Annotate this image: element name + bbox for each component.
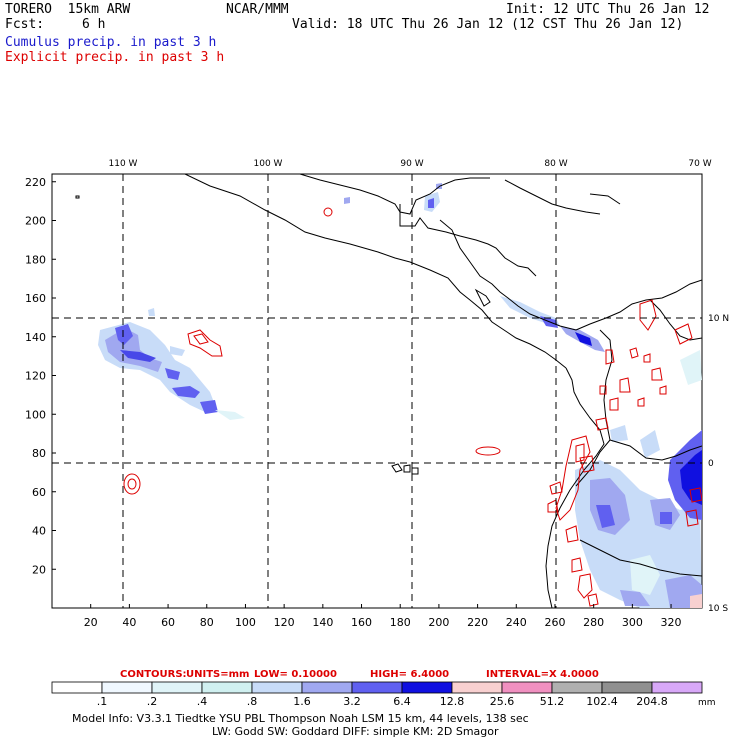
colorbar-unit: mm	[698, 698, 716, 708]
x-tick-label: 320	[661, 616, 682, 629]
lon-label: 110 W	[109, 159, 138, 169]
lon-label: 80 W	[544, 159, 567, 169]
colorbar-swatch	[651, 681, 703, 694]
colorbar-level-label: 12.8	[440, 695, 465, 708]
contour-info: CONTOURS: UNITS=mm LOW= 0.10000 HIGH= 6.…	[120, 669, 599, 680]
lat-label: 0	[708, 459, 714, 469]
field-cumulus-label: Cumulus precip. in past 3 h	[5, 35, 217, 50]
colorbar-level-label: 3.2	[343, 695, 361, 708]
x-tick-label: 220	[467, 616, 488, 629]
y-tick-label: 200	[25, 215, 46, 228]
colorbar-swatch	[101, 681, 153, 694]
contour-units: UNITS=mm	[186, 669, 249, 680]
contour-low: LOW= 0.10000	[254, 669, 337, 680]
x-tick-label: 120	[274, 616, 295, 629]
y-tick-label: 80	[32, 447, 46, 460]
init-time: Init: 12 UTC Thu 26 Jan 12	[506, 2, 710, 17]
org-label: NCAR/MMM	[226, 2, 289, 17]
colorbar-level-label: 25.6	[490, 695, 515, 708]
x-tick-label: 180	[390, 616, 411, 629]
graticule	[52, 174, 702, 608]
contour-label: CONTOURS:	[120, 669, 187, 680]
valid-time: Valid: 18 UTC Thu 26 Jan 12 (12 CST Thu …	[292, 17, 684, 32]
colorbar-swatch	[51, 681, 103, 694]
y-tick-label: 220	[25, 176, 46, 189]
lat-label: 10 S	[708, 604, 728, 614]
y-tick-label: 160	[25, 292, 46, 305]
colorbar-swatch	[501, 681, 553, 694]
x-tick-label: 60	[161, 616, 175, 629]
colorbar-level-label: 102.4	[586, 695, 618, 708]
x-tick-label: 240	[506, 616, 527, 629]
colorbar-swatch	[551, 681, 603, 694]
y-tick-label: 60	[32, 486, 46, 499]
field-explicit-label: Explicit precip. in past 3 h	[5, 50, 225, 65]
colorbar-swatch	[151, 681, 203, 694]
lon-label: 100 W	[254, 159, 283, 169]
forecast-label: Fcst:	[5, 17, 45, 32]
latitude-labels: 10 N 0 10 S	[708, 314, 729, 614]
model-info: Model Info: V3.3.1 Tiedtke YSU PBL Thomp…	[72, 712, 529, 725]
coastlines	[75, 174, 702, 608]
x-tick-label: 300	[622, 616, 643, 629]
y-tick-label: 100	[25, 408, 46, 421]
x-tick-label: 160	[351, 616, 372, 629]
model-title: TORERO 15km ARW	[5, 2, 131, 17]
colorbar-level-label: .4	[197, 695, 208, 708]
lon-label: 70 W	[688, 159, 711, 169]
colorbar-swatch	[401, 681, 453, 694]
physics-info: LW: Godd SW: Goddard DIFF: simple KM: 2D…	[212, 725, 499, 738]
x-axis-ticks: 20 40 60 80 100 120 140 160 180 200 220 240 260 280 30…	[84, 604, 682, 629]
x-tick-label: 140	[312, 616, 333, 629]
forecast-hour: 6 h	[82, 17, 106, 32]
colorbar-swatch	[351, 681, 403, 694]
y-tick-label: 40	[32, 525, 46, 538]
y-tick-label: 120	[25, 370, 46, 383]
x-tick-label: 200	[428, 616, 449, 629]
lat-label: 10 N	[708, 314, 729, 324]
colorbar-swatch	[451, 681, 503, 694]
colorbar-swatch	[251, 681, 303, 694]
y-axis-ticks: 20 40 60 80 100 120 140 160 180 200 220	[25, 176, 56, 576]
colorbar-level-label: .8	[247, 695, 258, 708]
x-tick-label: 280	[583, 616, 604, 629]
colorbar-swatch	[301, 681, 353, 694]
contour-interval: INTERVAL=X 4.0000	[486, 669, 599, 680]
colorbar-level-label: 204.8	[636, 695, 668, 708]
colorbar-level-label: 6.4	[393, 695, 411, 708]
colorbar-level-label: .1	[97, 695, 108, 708]
contour-high: HIGH= 6.4000	[370, 669, 449, 680]
colorbar-level-label: 1.6	[293, 695, 311, 708]
colorbar-swatch	[201, 681, 253, 694]
x-tick-label: 260	[544, 616, 565, 629]
colorbar-level-label: .2	[147, 695, 158, 708]
x-tick-label: 40	[122, 616, 136, 629]
cumulus-precip-shading	[98, 183, 702, 608]
longitude-labels: 110 W 100 W 90 W 80 W 70 W	[109, 159, 712, 169]
colorbar: .1 .2 .4 .8 1.6 3.2 6.4 12.8 25.6 51.2 102.4 204.8	[51, 681, 703, 708]
y-tick-label: 140	[25, 331, 46, 344]
explicit-precip-contours	[123, 207, 702, 607]
lon-label: 90 W	[400, 159, 423, 169]
x-tick-label: 20	[84, 616, 98, 629]
x-tick-label: 100	[235, 616, 256, 629]
colorbar-swatch	[601, 681, 653, 694]
colorbar-level-label: 51.2	[540, 695, 565, 708]
x-tick-label: 80	[200, 616, 214, 629]
y-tick-label: 180	[25, 253, 46, 266]
y-tick-label: 20	[32, 563, 46, 576]
